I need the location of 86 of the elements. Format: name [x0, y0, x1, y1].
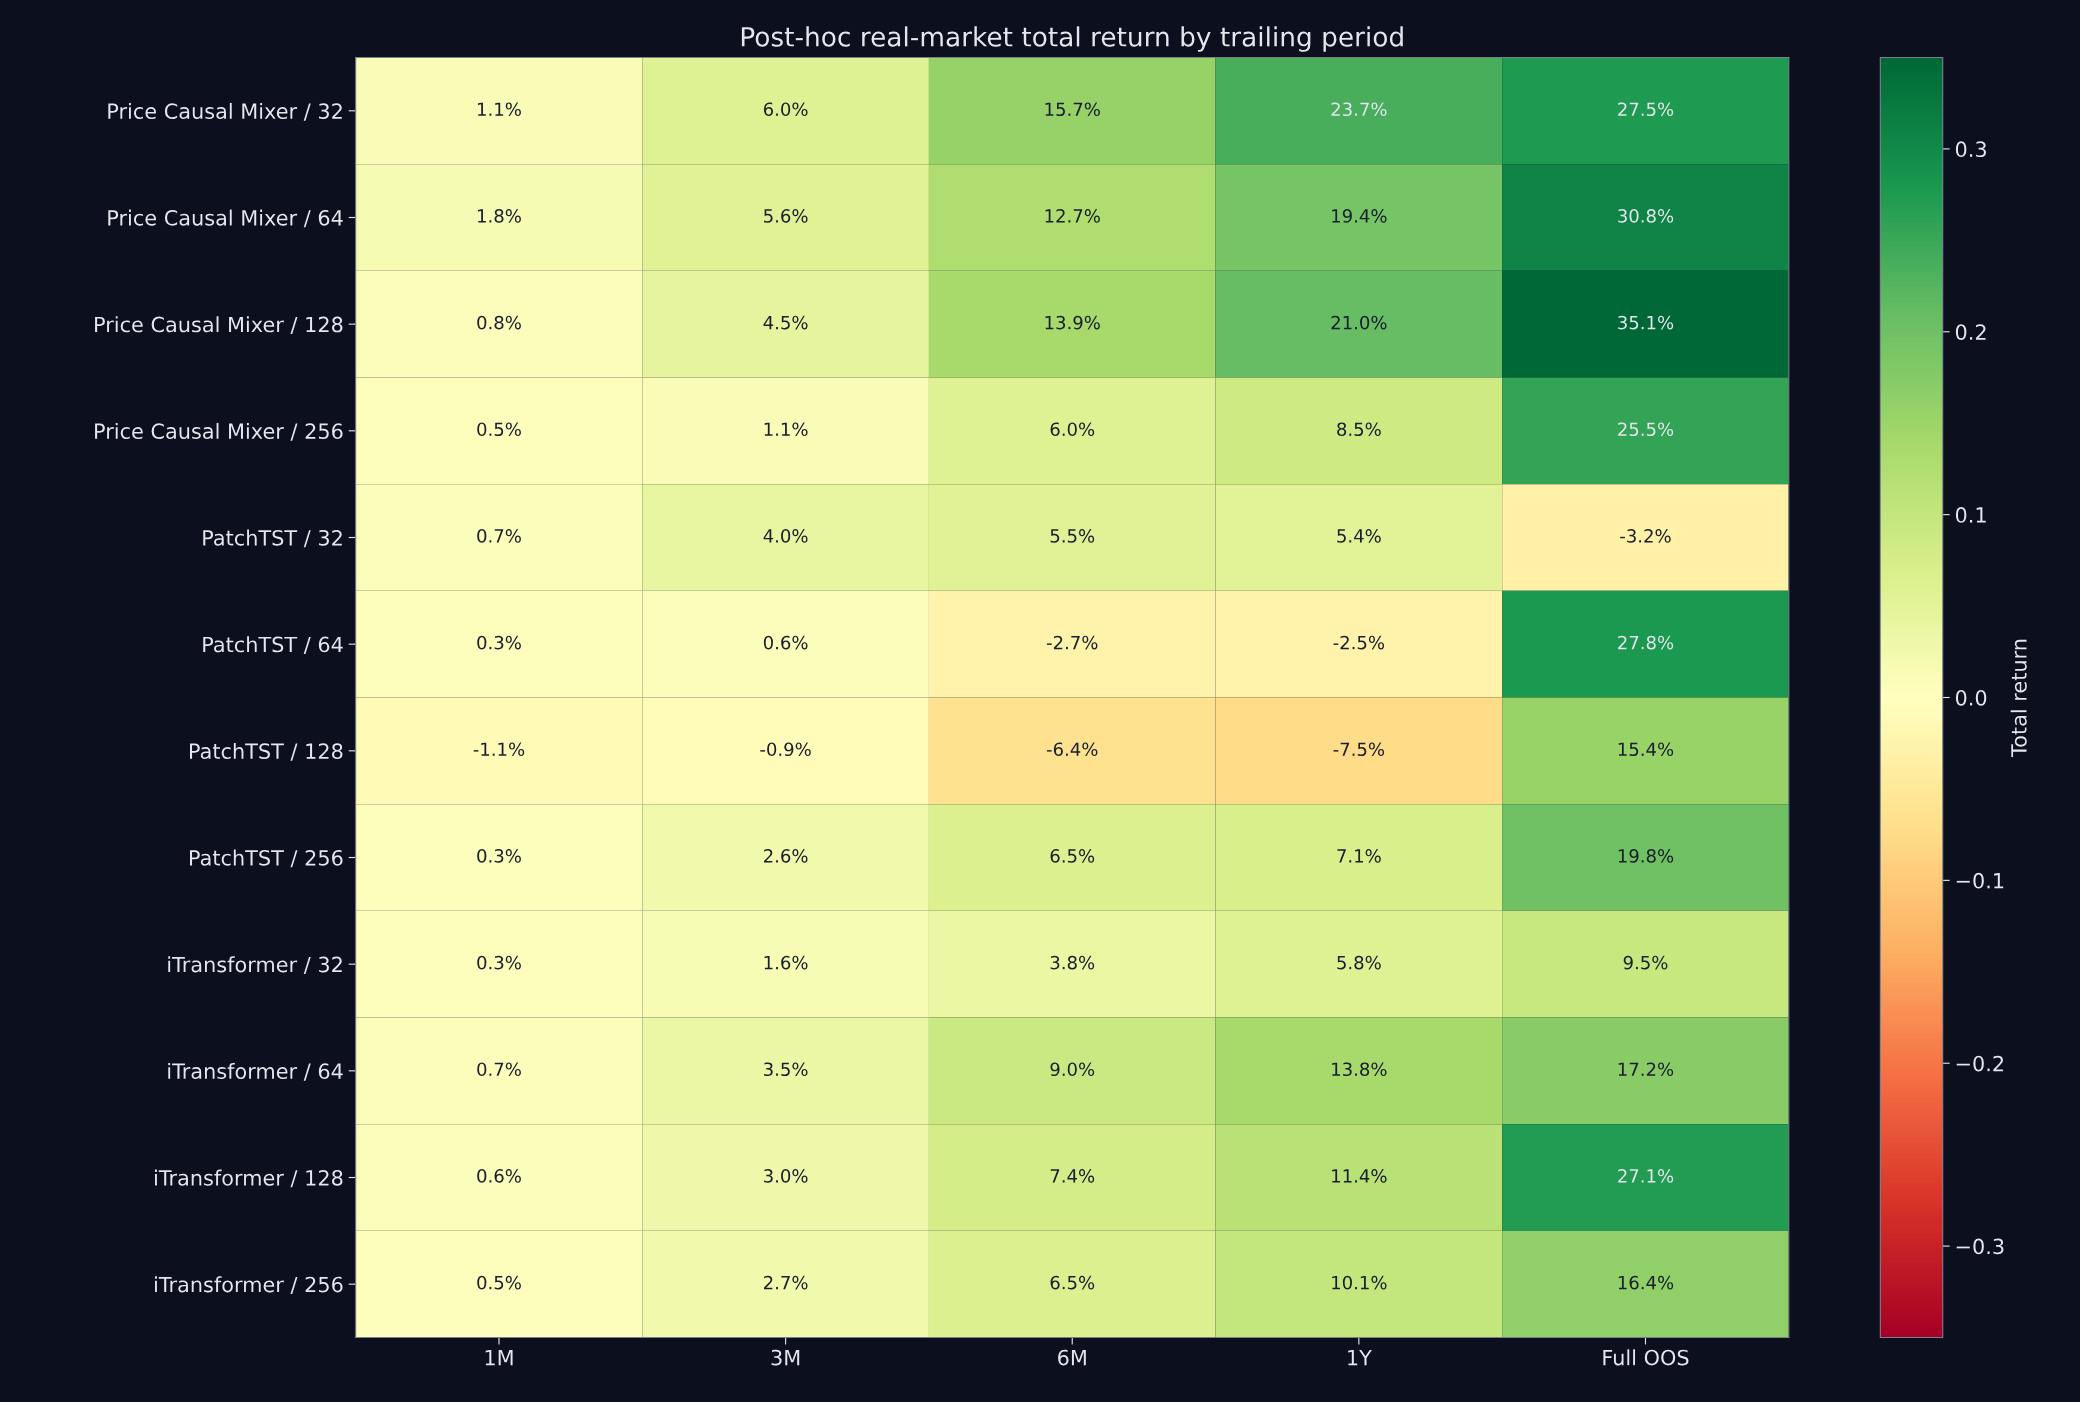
y-tick-label: Price Causal Mixer / 256 — [95, 422, 343, 441]
data-label: -6.4% — [1046, 742, 1098, 757]
data-label: 0.5% — [477, 1275, 521, 1290]
x-tick-label: Full OOS — [1603, 1349, 1689, 1366]
data-label: 0.3% — [477, 635, 521, 650]
color-bar-label: 0.2 — [1955, 324, 1986, 340]
chart-title: Post-hoc real-market total return by trailing period — [741, 26, 1403, 52]
y-tick-label: PatchTST / 128 — [190, 742, 343, 761]
data-label: 1.6% — [764, 955, 808, 970]
data-label: 2.7% — [764, 1275, 808, 1290]
data-label: 3.8% — [1050, 955, 1095, 970]
y-tick-label: iTransformer / 64 — [168, 1062, 343, 1081]
data-label: 0.5% — [477, 422, 521, 437]
color-bar-label: 0.1 — [1955, 507, 1986, 523]
data-label: 9.5% — [1623, 955, 1668, 970]
color-bar-label: −0.2 — [1956, 1055, 2004, 1072]
data-label: 0.8% — [477, 315, 521, 330]
data-label: -2.7% — [1046, 635, 1098, 650]
y-tick-label: iTransformer / 128 — [155, 1169, 343, 1188]
data-label: 3.0% — [764, 1169, 808, 1183]
data-label: 5.4% — [1337, 529, 1381, 543]
data-label: -2.5% — [1333, 635, 1385, 650]
color-bar-label: 0.3 — [1955, 141, 1986, 158]
data-label: 4.0% — [763, 529, 808, 543]
data-label: 12.7% — [1045, 209, 1100, 223]
data-label: 17.2% — [1618, 1062, 1674, 1077]
data-label: 5.6% — [764, 209, 808, 223]
color-bar-label: −0.3 — [1956, 1238, 2004, 1255]
y-tick-label: iTransformer / 32 — [168, 956, 342, 975]
data-label: 27.8% — [1618, 635, 1674, 650]
color-bar-label: 0.0 — [1955, 689, 1987, 706]
x-tick-label: 1M — [485, 1349, 513, 1366]
data-label: 0.6% — [477, 1169, 521, 1183]
data-label: 5.8% — [1337, 955, 1381, 970]
data-label: 6.5% — [1050, 1275, 1095, 1290]
data-label: 0.7% — [477, 1062, 521, 1077]
y-tick-label: Price Causal Mixer / 64 — [108, 209, 343, 228]
data-label: 25.5% — [1618, 422, 1674, 437]
data-label: 1.1% — [764, 422, 808, 437]
data-label: 21.0% — [1331, 315, 1387, 330]
data-label: 23.7% — [1331, 102, 1387, 117]
x-tick-label: 3M — [771, 1349, 800, 1366]
x-tick-label: 1Y — [1348, 1349, 1372, 1366]
data-label: 3.5% — [764, 1062, 808, 1077]
data-label: 1.1% — [478, 102, 521, 117]
y-tick-label: PatchTST / 256 — [190, 849, 343, 868]
data-label: 7.4% — [1050, 1169, 1095, 1183]
data-label: 27.5% — [1618, 102, 1674, 117]
y-tick-label: PatchTST / 32 — [203, 529, 342, 548]
data-label: -7.5% — [1333, 742, 1385, 757]
data-label: 5.5% — [1050, 529, 1095, 543]
data-label: 11.4% — [1332, 1169, 1387, 1183]
data-label: 6.5% — [1050, 849, 1095, 863]
data-label: 8.5% — [1337, 422, 1381, 437]
data-label: 0.6% — [763, 635, 808, 650]
data-label: -3.2% — [1620, 529, 1671, 543]
data-label: 2.6% — [764, 849, 808, 863]
data-label: 19.8% — [1618, 849, 1674, 863]
data-label: 13.9% — [1045, 315, 1100, 330]
data-label: 6.0% — [763, 102, 808, 117]
y-tick-label: iTransformer / 256 — [155, 1276, 343, 1295]
data-label: 10.1% — [1332, 1275, 1387, 1290]
data-label: 4.5% — [763, 315, 808, 330]
data-label: 0.3% — [477, 849, 521, 863]
data-label: 0.3% — [477, 955, 521, 970]
color-bar-label: −0.1 — [1956, 872, 2004, 889]
data-label: 7.1% — [1337, 849, 1381, 863]
data-label: 6.0% — [1050, 422, 1095, 437]
data-label: 27.1% — [1618, 1169, 1674, 1183]
color-bar-title: Total return — [2010, 639, 2027, 758]
data-label: -0.9% — [760, 742, 811, 757]
data-label: 15.4% — [1618, 742, 1674, 757]
data-label: 16.4% — [1618, 1275, 1674, 1290]
x-tick-label: 6M — [1058, 1349, 1086, 1366]
data-label: 30.8% — [1618, 209, 1674, 223]
data-label: 35.1% — [1618, 315, 1674, 330]
y-tick-label: Price Causal Mixer / 32 — [108, 102, 342, 121]
data-label: 0.7% — [477, 529, 521, 543]
y-tick-label: PatchTST / 64 — [203, 636, 343, 655]
data-label: 13.8% — [1332, 1062, 1387, 1077]
data-label: 1.8% — [478, 209, 521, 223]
data-label: 9.0% — [1050, 1062, 1095, 1077]
data-label: 15.7% — [1045, 102, 1100, 117]
data-label: 19.4% — [1332, 209, 1387, 223]
y-tick-label: Price Causal Mixer / 128 — [95, 316, 343, 334]
data-label: -1.1% — [473, 742, 525, 757]
